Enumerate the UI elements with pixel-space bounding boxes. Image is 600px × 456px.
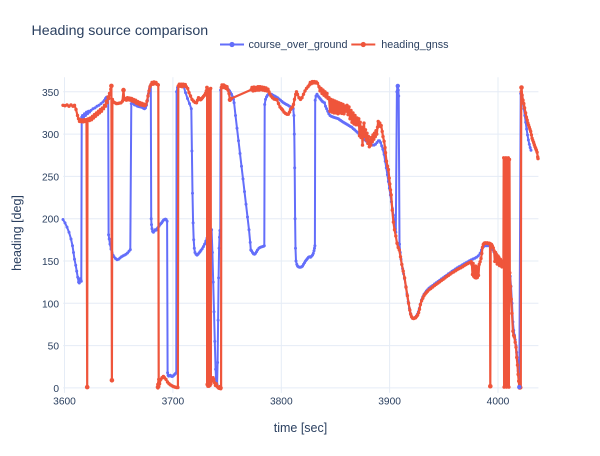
svg-text:heading_gnss: heading_gnss	[381, 39, 449, 51]
svg-text:course_over_ground: course_over_ground	[249, 39, 348, 51]
svg-text:3900: 3900	[378, 397, 401, 408]
svg-text:time [sec]: time [sec]	[274, 421, 328, 435]
svg-text:0: 0	[53, 384, 59, 395]
svg-text:350: 350	[42, 88, 59, 99]
svg-text:100: 100	[42, 299, 59, 310]
svg-text:200: 200	[42, 215, 59, 226]
svg-text:250: 250	[42, 172, 59, 183]
svg-text:4000: 4000	[487, 397, 510, 408]
svg-text:heading [deg]: heading [deg]	[10, 195, 24, 271]
svg-text:3700: 3700	[162, 397, 185, 408]
svg-text:300: 300	[42, 130, 59, 141]
svg-text:50: 50	[48, 342, 60, 353]
svg-text:3800: 3800	[270, 397, 293, 408]
svg-text:Heading source comparison: Heading source comparison	[32, 23, 209, 39]
svg-text:3600: 3600	[53, 397, 76, 408]
svg-text:150: 150	[42, 257, 59, 268]
